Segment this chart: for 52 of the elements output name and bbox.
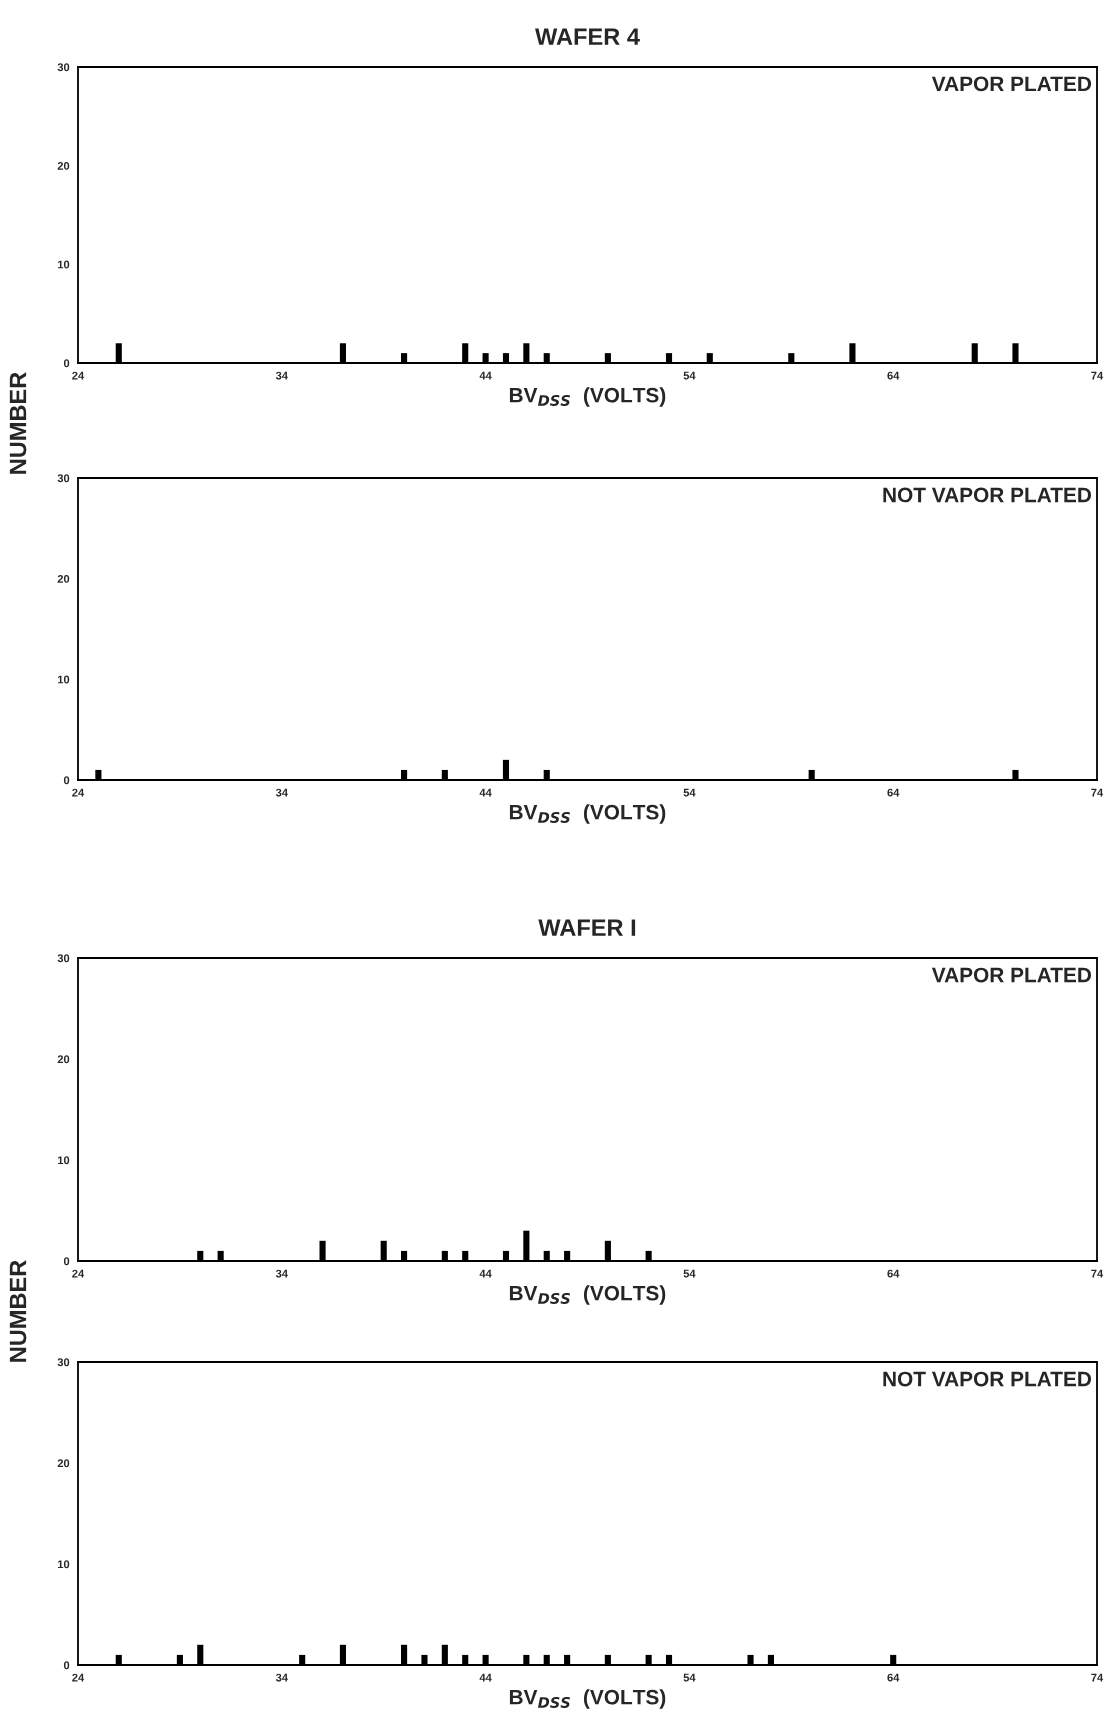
x-tick-label: 74 [1091,1673,1104,1682]
x-tick-label: 24 [72,1269,85,1278]
chart-title: WAFER 4 [535,28,640,45]
x-tick-label: 54 [683,371,696,380]
annotation: NOT VAPOR PLATED [883,1371,1092,1387]
x-tick-label: 34 [275,1673,288,1682]
x-tick-label: 34 [275,1269,288,1278]
y-tick-label: 30 [57,474,70,483]
x-tick-label: 74 [1091,1269,1104,1278]
y-tick-label: 30 [57,954,70,963]
x-tick-label: 24 [72,788,85,797]
y-tick-label: 10 [58,1560,70,1569]
chart-title: WAFER I [538,919,636,936]
x-tick-label: 74 [1091,788,1104,797]
x-tick-label: 44 [479,1269,492,1278]
y-tick-label: 10 [58,1156,70,1165]
x-axis-title: BV$_{DSS}$ (VOLTS) [509,1689,666,1709]
y-tick-label: 30 [57,63,70,72]
y-axis-title: NUMBER [9,1260,27,1362]
x-tick-label: 24 [72,371,85,380]
y-tick-label: 10 [58,675,70,684]
x-tick-label: 64 [887,371,900,380]
x-tick-label: 44 [479,371,492,380]
x-tick-label: 44 [479,788,492,797]
y-tick-label: 20 [57,1055,70,1064]
x-axis-title: BV$_{DSS}$ (VOLTS) [509,387,666,407]
y-tick-label: 0 [63,359,70,368]
y-tick-label: 30 [57,1358,70,1367]
x-tick-label: 54 [683,1269,696,1278]
x-tick-label: 24 [72,1673,85,1682]
y-axis-title: NUMBER [9,372,27,474]
x-tick-label: 34 [275,788,288,797]
annotation: VAPOR PLATED [931,967,1092,983]
y-tick-label: 20 [57,1459,70,1468]
x-tick-label: 64 [887,788,900,797]
y-tick-label: 10 [58,260,70,269]
y-tick-label: 20 [57,161,70,170]
y-tick-label: 0 [63,1257,70,1266]
x-tick-label: 54 [683,788,696,797]
x-axis-title: BV$_{DSS}$ (VOLTS) [509,804,666,824]
x-tick-label: 74 [1091,371,1104,380]
x-axis-title: BV$_{DSS}$ (VOLTS) [509,1285,666,1305]
annotation: VAPOR PLATED [931,76,1092,92]
y-tick-label: 0 [63,1661,70,1670]
x-tick-label: 54 [683,1673,696,1682]
x-tick-label: 64 [887,1673,900,1682]
annotation: NOT VAPOR PLATED [883,487,1092,503]
y-tick-label: 0 [63,776,70,785]
y-tick-label: 20 [57,574,70,583]
x-tick-label: 64 [887,1269,900,1278]
x-tick-label: 44 [479,1673,492,1682]
x-tick-label: 34 [275,371,288,380]
